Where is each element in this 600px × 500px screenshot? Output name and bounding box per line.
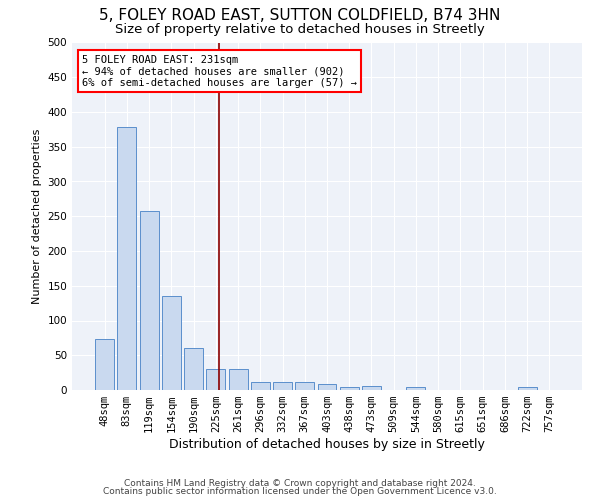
X-axis label: Distribution of detached houses by size in Streetly: Distribution of detached houses by size … (169, 438, 485, 451)
Bar (229, 369, 248, 390)
Bar (118, 128, 136, 390)
Bar (362, 386, 381, 390)
Text: 5 FOLEY ROAD EAST: 231sqm
← 94% of detached houses are smaller (902)
6% of semi-: 5 FOLEY ROAD EAST: 231sqm ← 94% of detac… (82, 54, 357, 88)
Bar (518, 386, 536, 390)
Bar (317, 384, 337, 390)
Bar (162, 296, 181, 390)
Bar (340, 386, 359, 390)
Bar (251, 382, 270, 390)
Text: 5, FOLEY ROAD EAST, SUTTON COLDFIELD, B74 3HN: 5, FOLEY ROAD EAST, SUTTON COLDFIELD, B7… (100, 8, 500, 22)
Y-axis label: Number of detached properties: Number of detached properties (32, 128, 42, 304)
Bar (295, 382, 314, 390)
Bar (406, 386, 425, 390)
Text: Size of property relative to detached houses in Streetly: Size of property relative to detached ho… (115, 22, 485, 36)
Bar (206, 369, 225, 390)
Bar (273, 382, 292, 390)
Bar (95, 340, 114, 390)
Bar (184, 348, 203, 390)
Bar (140, 210, 158, 390)
Text: Contains HM Land Registry data © Crown copyright and database right 2024.: Contains HM Land Registry data © Crown c… (124, 478, 476, 488)
Text: Contains public sector information licensed under the Open Government Licence v3: Contains public sector information licen… (103, 487, 497, 496)
